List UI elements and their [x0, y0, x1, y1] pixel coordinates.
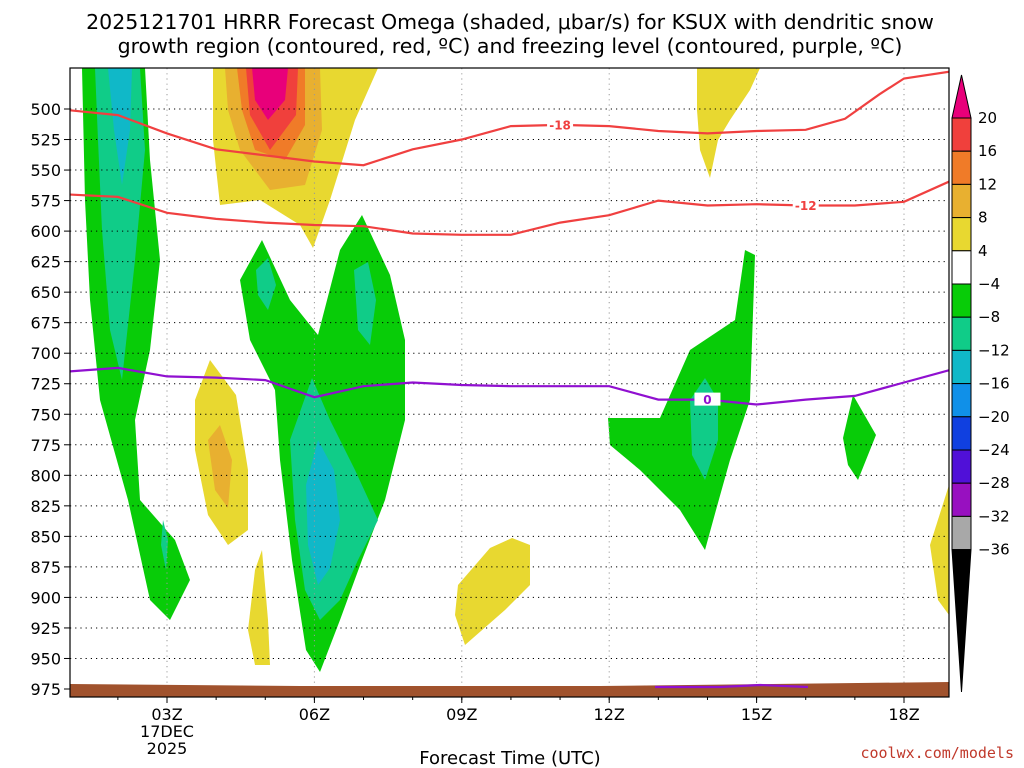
colorbar-segment-4 [951, 217, 972, 252]
freezing-contour-low [655, 683, 809, 689]
colorbar-segment-1 [951, 117, 972, 152]
colorbar-bottom-triangle [951, 549, 972, 693]
contour-label-0: 0 [703, 393, 711, 407]
colorbar-label: 8 [978, 209, 988, 227]
grid-lines [70, 68, 949, 697]
x-tick-label-06Z: 06Z [299, 705, 330, 724]
colorbar-segment-11 [951, 449, 972, 484]
plot-frame [69, 67, 950, 698]
y-tick-label-800: 800 [30, 466, 61, 485]
contour-label-bg [792, 198, 819, 212]
colorbar-segment-13 [951, 515, 972, 551]
y-tick-label-650: 650 [30, 283, 61, 302]
colorbar-label: −24 [978, 441, 1010, 459]
contour-label-bg [694, 392, 721, 406]
y-tick-label-625: 625 [30, 253, 61, 272]
colorbar-label: −36 [978, 541, 1010, 559]
chart-title-line2: growth region (contoured, red, ºC) and f… [118, 34, 903, 58]
y-tick-label-950: 950 [30, 649, 61, 668]
x-tick-label-12Z: 12Z [594, 705, 625, 724]
y-tick-label-925: 925 [30, 619, 61, 638]
contour-lines: -18 -12 0 [70, 70, 949, 407]
contour-dgz_-18 [70, 70, 949, 167]
omega-area-minus12-center [306, 440, 340, 585]
omega-area-plus20-top [252, 68, 288, 120]
colorbar-segment-12 [951, 482, 972, 517]
y-tick-label-500: 500 [30, 100, 61, 119]
x-tick-label-03Z: 03Z [151, 705, 182, 724]
chart-title-line1: 2025121701 HRRR Forecast Omega (shaded, … [86, 10, 934, 34]
colorbar-segment-8 [951, 349, 972, 385]
colorbar-label: −8 [978, 308, 1000, 326]
colorbar-segment-7 [951, 316, 972, 351]
omega-area-minus8-left-low [161, 520, 168, 570]
contour-label--12: -12 [795, 199, 817, 213]
colorbar-segment-9 [951, 383, 972, 418]
y-tick-label-875: 875 [30, 558, 61, 577]
y-tick-label-725: 725 [30, 375, 61, 394]
colorbar-label: −16 [978, 375, 1010, 393]
colorbar-label: −12 [978, 341, 1010, 359]
omega-area-minus8-left [95, 68, 145, 380]
omega-area-minus4-17z [843, 395, 876, 480]
omega-area-minus8-small [256, 258, 276, 310]
colorbar-label: −4 [978, 275, 1000, 293]
colorbar-label: 16 [978, 142, 997, 160]
x-tick-label-09Z: 09Z [446, 705, 477, 724]
omega-area-minus8-center-top [354, 262, 376, 345]
x-tick-label-18Z: 18Z [888, 705, 919, 724]
colorbar-label: 20 [978, 109, 997, 127]
colorbar-segment-5 [951, 250, 972, 285]
x-axis-label: Forecast Time (UTC) [419, 748, 600, 768]
colorbar: 20 16 12 8 4 −4 −8 −12 −16 −20 −24 −28 −32 −36 [951, 74, 1010, 693]
omega-area-plus4-right-edge [930, 485, 949, 615]
omega-area-plus4-lower-center [455, 538, 530, 645]
y-tick-label-975: 975 [30, 680, 61, 699]
x-date-label-line1: 17DEC [140, 722, 194, 741]
y-tick-label-700: 700 [30, 344, 61, 363]
y-axis-ticks: 500 525 550 575 600 625 650 675 700 725 750 775 800 8… [30, 100, 70, 699]
contour-freezing_0 [70, 366, 949, 406]
y-tick-label-525: 525 [30, 131, 61, 150]
colorbar-label: 4 [978, 242, 988, 260]
omega-area-plus4-narrow [248, 550, 270, 665]
y-tick-label-775: 775 [30, 436, 61, 455]
colorbar-label: −32 [978, 507, 1010, 525]
y-tick-label-825: 825 [30, 497, 61, 516]
colorbar-label: 12 [978, 175, 997, 193]
colorbar-segment-6 [951, 283, 972, 318]
x-date-label-line2: 2025 [147, 739, 188, 758]
y-tick-label-750: 750 [30, 405, 61, 424]
colorbar-segment-10 [951, 416, 972, 451]
omega-area-minus12-left [108, 68, 132, 185]
omega-area-plus4-top-right [697, 68, 760, 178]
x-tick-label-15Z: 15Z [741, 705, 772, 724]
y-tick-label-600: 600 [30, 222, 61, 241]
plot-area: -18 -12 0 [69, 67, 950, 698]
y-tick-label-575: 575 [30, 192, 61, 211]
colorbar-label: −20 [978, 408, 1010, 426]
omega-area-plus8-lower-left [208, 425, 232, 508]
x-axis-ticks: 03Z 06Z 09Z 12Z 15Z 18Z [117, 697, 920, 724]
y-tick-label-900: 900 [30, 588, 61, 607]
contour-label--18: -18 [549, 118, 571, 132]
colorbar-segment-3 [951, 183, 972, 219]
omega-shading [82, 68, 949, 672]
colorbar-top-triangle [951, 74, 972, 119]
contour-label-bg [547, 117, 574, 131]
credit-text: coolwx.com/models [860, 744, 1014, 762]
colorbar-segment-2 [951, 150, 972, 185]
y-tick-label-550: 550 [30, 161, 61, 180]
colorbar-label: −28 [978, 474, 1010, 492]
y-tick-label-850: 850 [30, 527, 61, 546]
y-tick-label-675: 675 [30, 314, 61, 333]
